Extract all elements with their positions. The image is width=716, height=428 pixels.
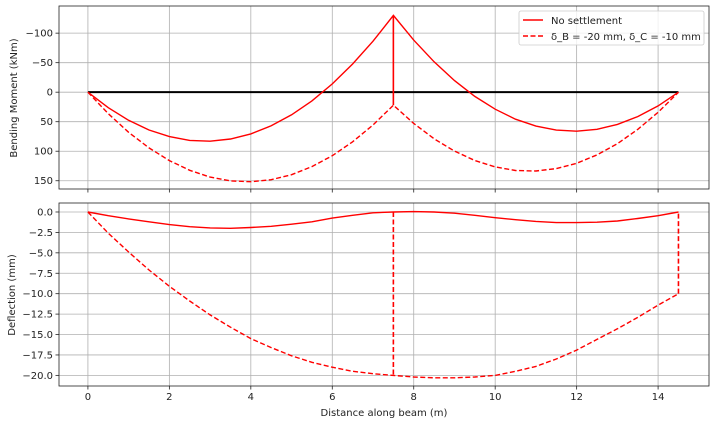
deflection-x-tick-label: 12 (570, 392, 583, 403)
moment-series-settlement (87, 91, 679, 183)
moment-y-tick-label: −50 (32, 58, 53, 69)
deflection-x-tick-label: 6 (329, 392, 335, 403)
moment-y-tick-label: 150 (34, 176, 53, 187)
deflection-y-tick-label: −12.5 (22, 310, 53, 321)
legend-box (518, 10, 705, 46)
deflection-x-tick-label: 8 (411, 392, 417, 403)
deflection-x-tick-label: 4 (248, 392, 254, 403)
moment-y-tick-label: −100 (26, 29, 53, 40)
legend: No settlement δ_B = -20 mm, δ_C = -10 mm (518, 10, 705, 46)
deflection-ylabel: Deflection (mm) (7, 254, 18, 336)
deflection-axes: 0 2 4 6 8 10 12 14 0.0 −2.5 −5.0 −7.5 −10.0 −12.5 −15.… (22, 202, 710, 403)
moment-ylabel: Bending Moment (kNm) (9, 38, 20, 157)
deflection-y-tick-label: −17.5 (22, 350, 53, 361)
deflection-series-settlement (87, 211, 679, 379)
moment-frame (58, 5, 710, 190)
deflection-y-tick-label: −15.0 (22, 330, 53, 341)
deflection-y-tick-label: 0.0 (37, 207, 53, 218)
moment-y-tick-label: 50 (40, 117, 53, 128)
deflection-y-tick-label: −20.0 (22, 371, 53, 382)
deflection-y-tick-label: −2.5 (29, 228, 53, 239)
deflection-xlabel: Distance along beam (m) (321, 408, 448, 419)
moment-series-no-settlement (87, 14, 679, 142)
deflection-x-tick-label: 0 (85, 392, 91, 403)
deflection-series-no-settlement (87, 210, 679, 230)
deflection-y-tick-label: −7.5 (29, 269, 53, 280)
moment-y-tick-label: 100 (34, 147, 53, 158)
legend-label-settlement: δ_B = -20 mm, δ_C = -10 mm (551, 32, 701, 43)
deflection-y-tick-label: −10.0 (22, 289, 53, 300)
deflection-x-tick-label: 14 (652, 392, 665, 403)
deflection-frame (58, 202, 710, 387)
deflection-x-tick-label: 2 (166, 392, 172, 403)
moment-y-tick-label: 0 (47, 88, 53, 99)
deflection-y-tick-label: −5.0 (29, 248, 53, 259)
legend-label-no-settlement: No settlement (551, 16, 622, 27)
deflection-x-tick-label: 10 (489, 392, 502, 403)
deflection-plot-area (59, 203, 709, 386)
